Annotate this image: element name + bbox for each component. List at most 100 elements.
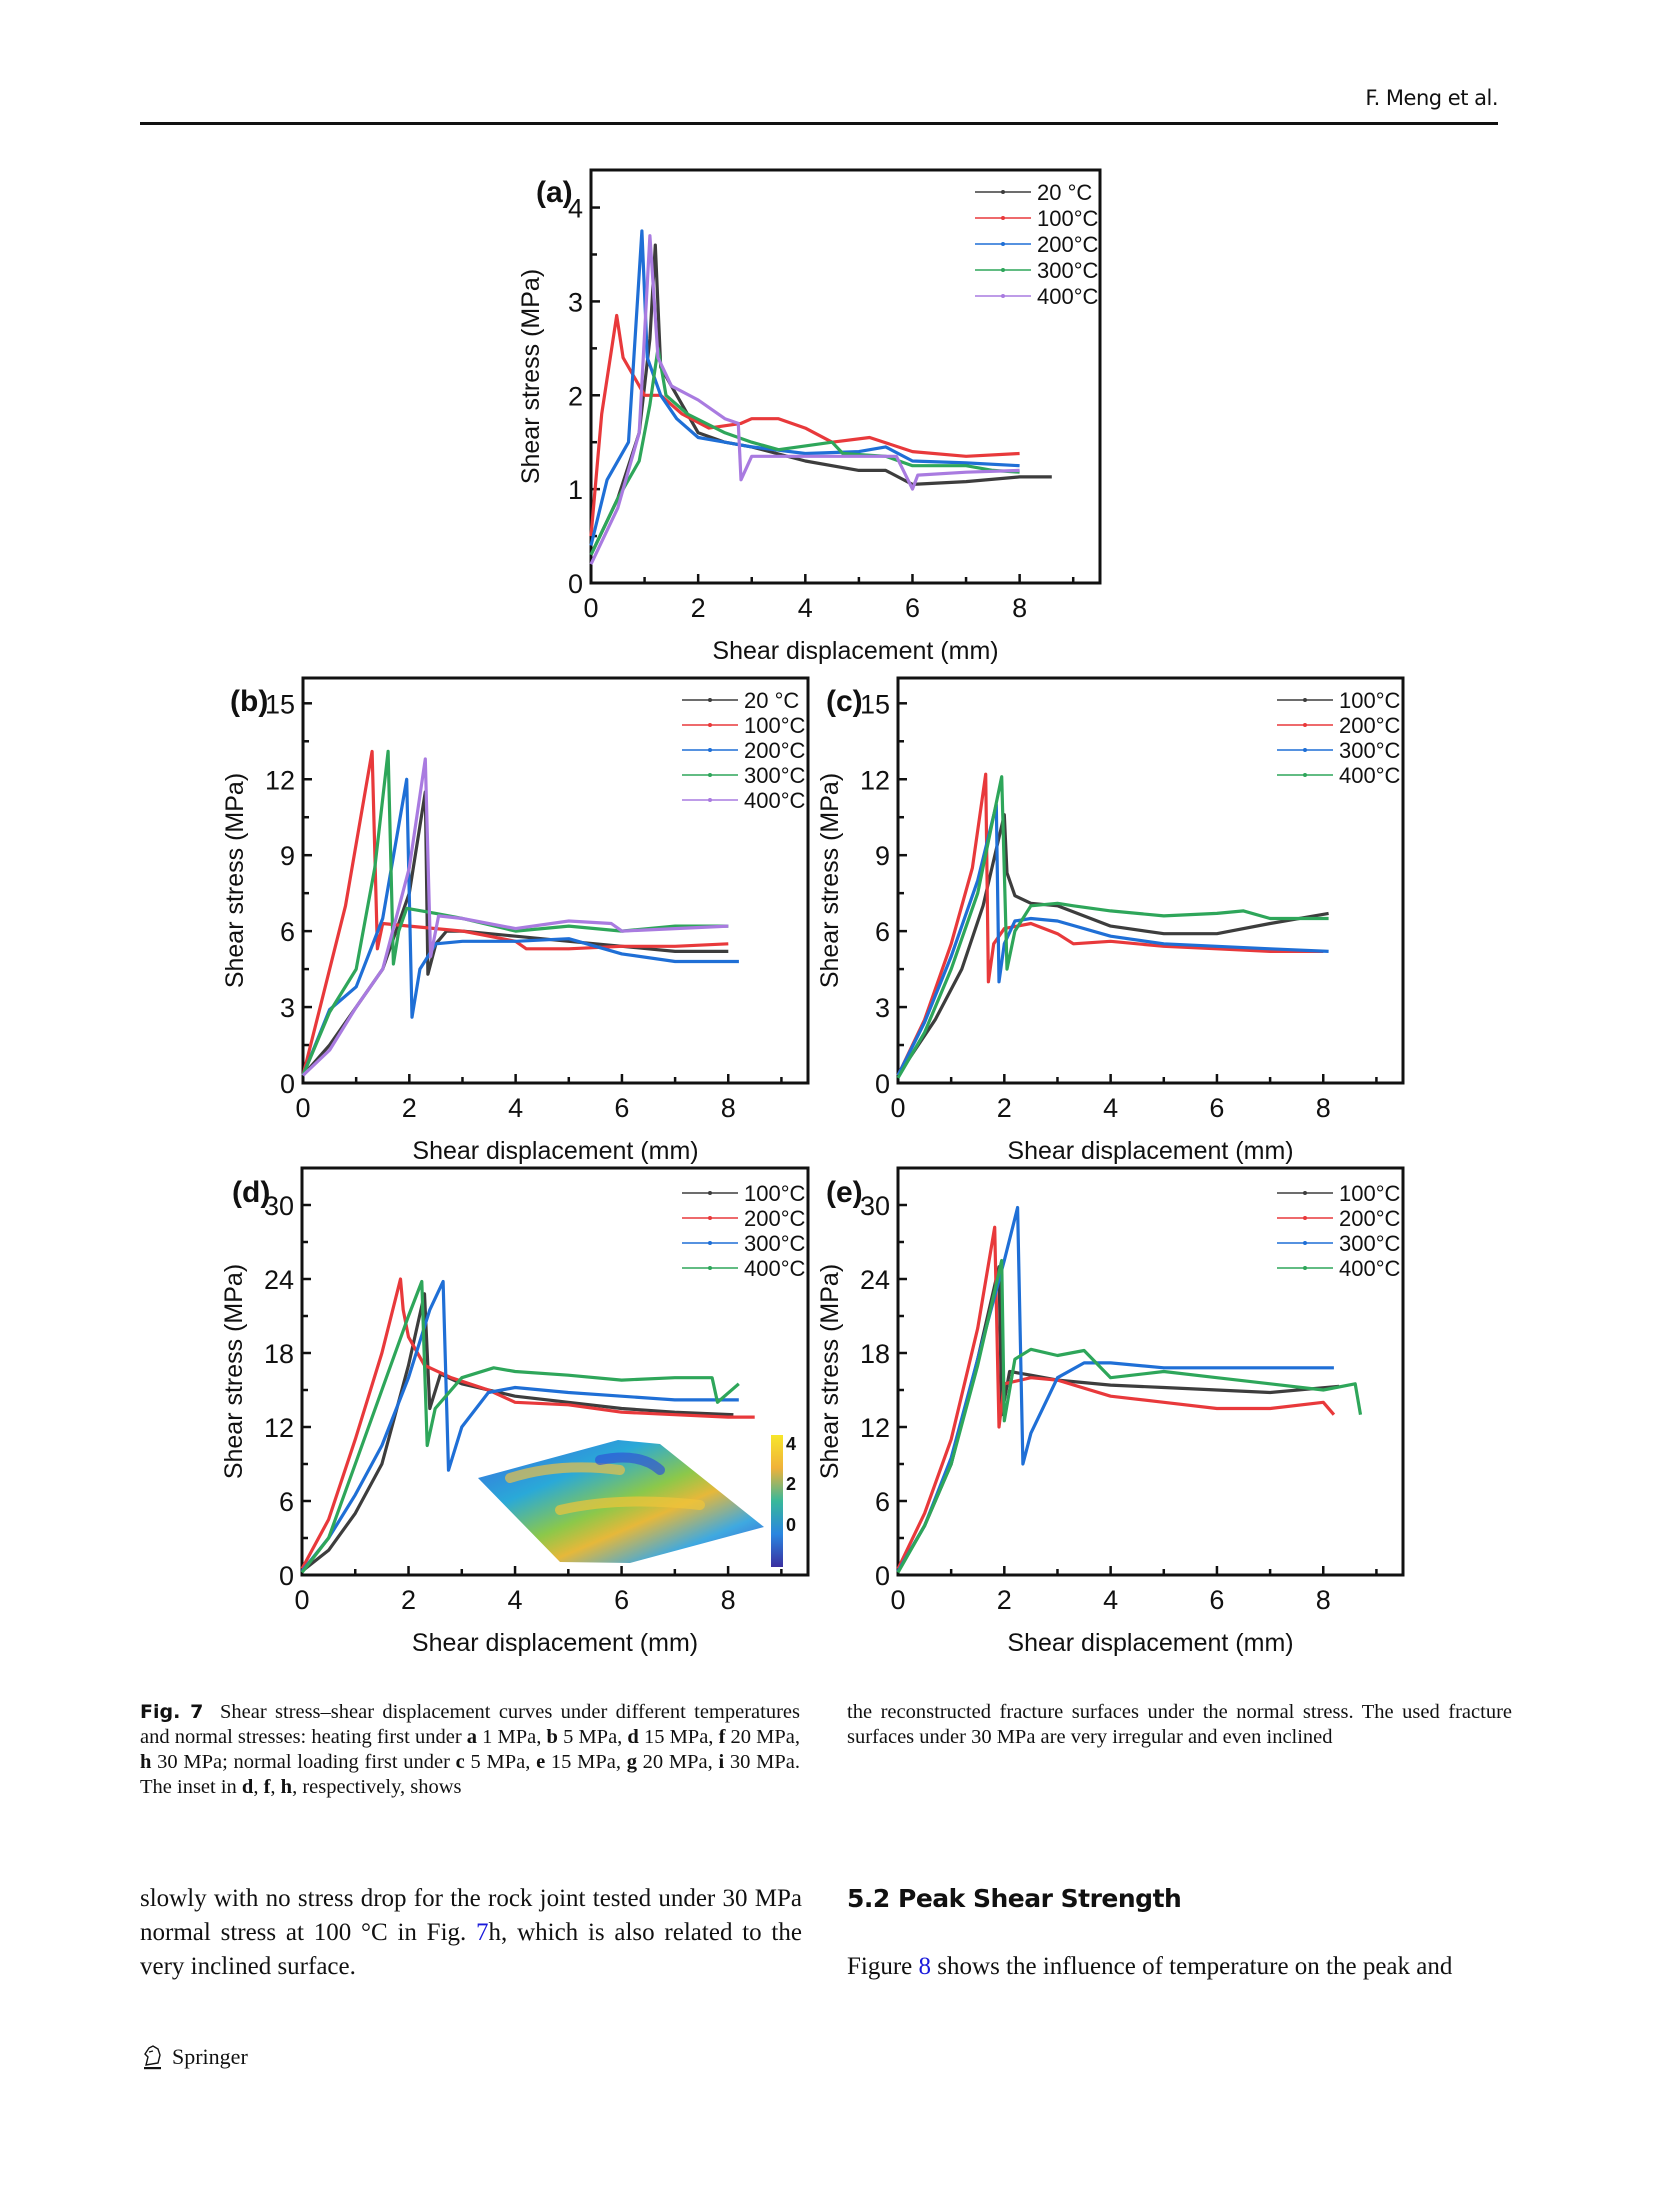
publisher-name: Springer	[172, 2044, 248, 2069]
x-tick-label: 0	[890, 1585, 905, 1615]
figure-link-8[interactable]: 8	[918, 1953, 932, 1980]
x-tick-label: 0	[294, 1585, 309, 1615]
legend-label: 100°C	[744, 1181, 806, 1206]
y-axis-title: Shear stress (MPa)	[221, 773, 249, 988]
panel-label: (b)	[230, 685, 268, 718]
figure-caption-right: the reconstructed fracture surfaces unde…	[847, 1701, 1512, 1748]
chart-panel-c: (c) 0 2 4 6 8 0 3 6 9 12 15 Shear displacement (mm) S…	[816, 676, 1405, 1165]
caption-panel-ref: d	[627, 1726, 639, 1748]
y-axis-title: Shear stress (MPa)	[816, 773, 844, 988]
x-tick-label: 8	[1316, 1093, 1331, 1123]
legend-marker	[708, 1241, 712, 1245]
legend-marker	[1303, 1216, 1307, 1220]
series-line-200c	[300, 1277, 755, 1570]
x-tick-label: 0	[583, 593, 598, 623]
body-paragraph-right: Figure 8 shows the influence of temperat…	[847, 1953, 1453, 1980]
x-tick-label: 2	[401, 1585, 416, 1615]
legend-label: 100°C	[744, 713, 806, 738]
y-tick-label: 0	[280, 1069, 295, 1099]
legend-label: 400°C	[744, 788, 806, 813]
legend-label: 200°C	[1339, 1206, 1401, 1231]
legend-label: 300°C	[744, 763, 806, 788]
x-tick-label: 4	[798, 593, 813, 623]
y-tick-label: 0	[875, 1069, 890, 1099]
section-heading: 5.2 Peak Shear Strength	[847, 1884, 1182, 1913]
x-axis-title: Shear displacement (mm)	[1007, 1137, 1293, 1165]
panel-label: (e)	[826, 1176, 863, 1209]
x-tick-label: 0	[295, 1093, 310, 1123]
x-tick-label: 2	[997, 1585, 1012, 1615]
y-tick-label: 0	[568, 569, 583, 599]
legend-marker	[708, 748, 712, 752]
y-tick-label: 1	[568, 475, 583, 505]
x-tick-label: 8	[1012, 593, 1027, 623]
legend-marker	[1303, 698, 1307, 702]
legend-marker	[1001, 216, 1005, 220]
legend-marker	[1001, 268, 1005, 272]
x-tick-label: 8	[721, 1585, 736, 1615]
x-tick-label: 6	[1209, 1585, 1224, 1615]
legend-label: 100°C	[1339, 688, 1401, 713]
caption-label: Fig. 7	[140, 1701, 204, 1723]
x-tick-label: 4	[1103, 1093, 1118, 1123]
series-line-200c	[896, 1225, 1336, 1570]
legend-marker	[1303, 748, 1307, 752]
y-tick-label: 6	[279, 1487, 294, 1517]
x-tick-label: 8	[721, 1093, 736, 1123]
series-line-300c	[589, 346, 1020, 556]
surface-texture	[505, 1462, 625, 1483]
colorbar	[771, 1435, 783, 1567]
x-axis-title: Shear displacement (mm)	[1007, 1629, 1293, 1657]
y-tick-label: 6	[875, 917, 890, 947]
y-tick-label: 0	[875, 1561, 890, 1591]
x-tick-label: 2	[691, 593, 706, 623]
legend-label: 100°C	[1339, 1181, 1401, 1206]
panel-label: (a)	[536, 176, 573, 209]
series-line-200c	[301, 777, 739, 1076]
y-tick-label: 3	[875, 993, 890, 1023]
colorbar-tick-label: 4	[786, 1434, 796, 1454]
caption-panel-ref: c	[455, 1751, 465, 1773]
y-tick-label: 12	[860, 765, 890, 795]
y-tick-label: 18	[264, 1339, 294, 1369]
y-tick-label: 0	[279, 1561, 294, 1591]
series-line-400c	[589, 234, 1020, 565]
legend-label: 300°C	[1339, 738, 1401, 763]
chart-panel-a: (a) 0 2 4 6 8 0 1 2 3 4 Shear displacement (mm) Shea…	[517, 168, 1102, 665]
legend-label: 400°C	[1339, 763, 1401, 788]
legend-marker	[1303, 1191, 1307, 1195]
chart-panel-b: (b) 0 2 4 6 8 0 3 6 9 12 15 Shear displacement (mm) S…	[221, 676, 810, 1165]
series-line-300c	[896, 802, 1329, 1077]
x-tick-label: 4	[508, 1093, 523, 1123]
x-tick-label: 0	[890, 1093, 905, 1123]
legend-label: 200°C	[744, 1206, 806, 1231]
x-tick-label: 6	[614, 1585, 629, 1615]
legend-marker	[1001, 242, 1005, 246]
series-line-20c	[301, 790, 729, 1077]
legend-marker	[708, 1216, 712, 1220]
x-tick-label: 6	[1209, 1093, 1224, 1123]
inset-fracture-surface: 4 2 0	[478, 1434, 796, 1567]
x-axis-title: Shear displacement (mm)	[712, 637, 998, 665]
y-tick-label: 15	[265, 689, 295, 719]
y-axis-title: Shear stress (MPa)	[816, 1264, 844, 1479]
y-tick-label: 4	[568, 194, 583, 224]
legend-label: 200°C	[1037, 232, 1099, 257]
plot-frame	[300, 1166, 810, 1577]
series-line-20c	[589, 243, 1052, 556]
legend-label: 200°C	[1339, 713, 1401, 738]
series-line-100c	[301, 1292, 734, 1573]
legend-marker	[708, 723, 712, 727]
plot-frame	[896, 676, 1405, 1085]
series-line-100c	[589, 313, 1020, 537]
figure-link-7[interactable]: 7	[476, 1919, 489, 1946]
legend-marker	[708, 1191, 712, 1195]
x-axis-title: Shear displacement (mm)	[412, 1629, 698, 1657]
series-line-400c	[896, 1258, 1363, 1574]
running-head: F. Meng et al.	[1365, 86, 1498, 110]
series-line-100c	[896, 813, 1329, 1077]
y-tick-label: 9	[875, 841, 890, 871]
caption-panel-ref: h	[140, 1751, 152, 1773]
